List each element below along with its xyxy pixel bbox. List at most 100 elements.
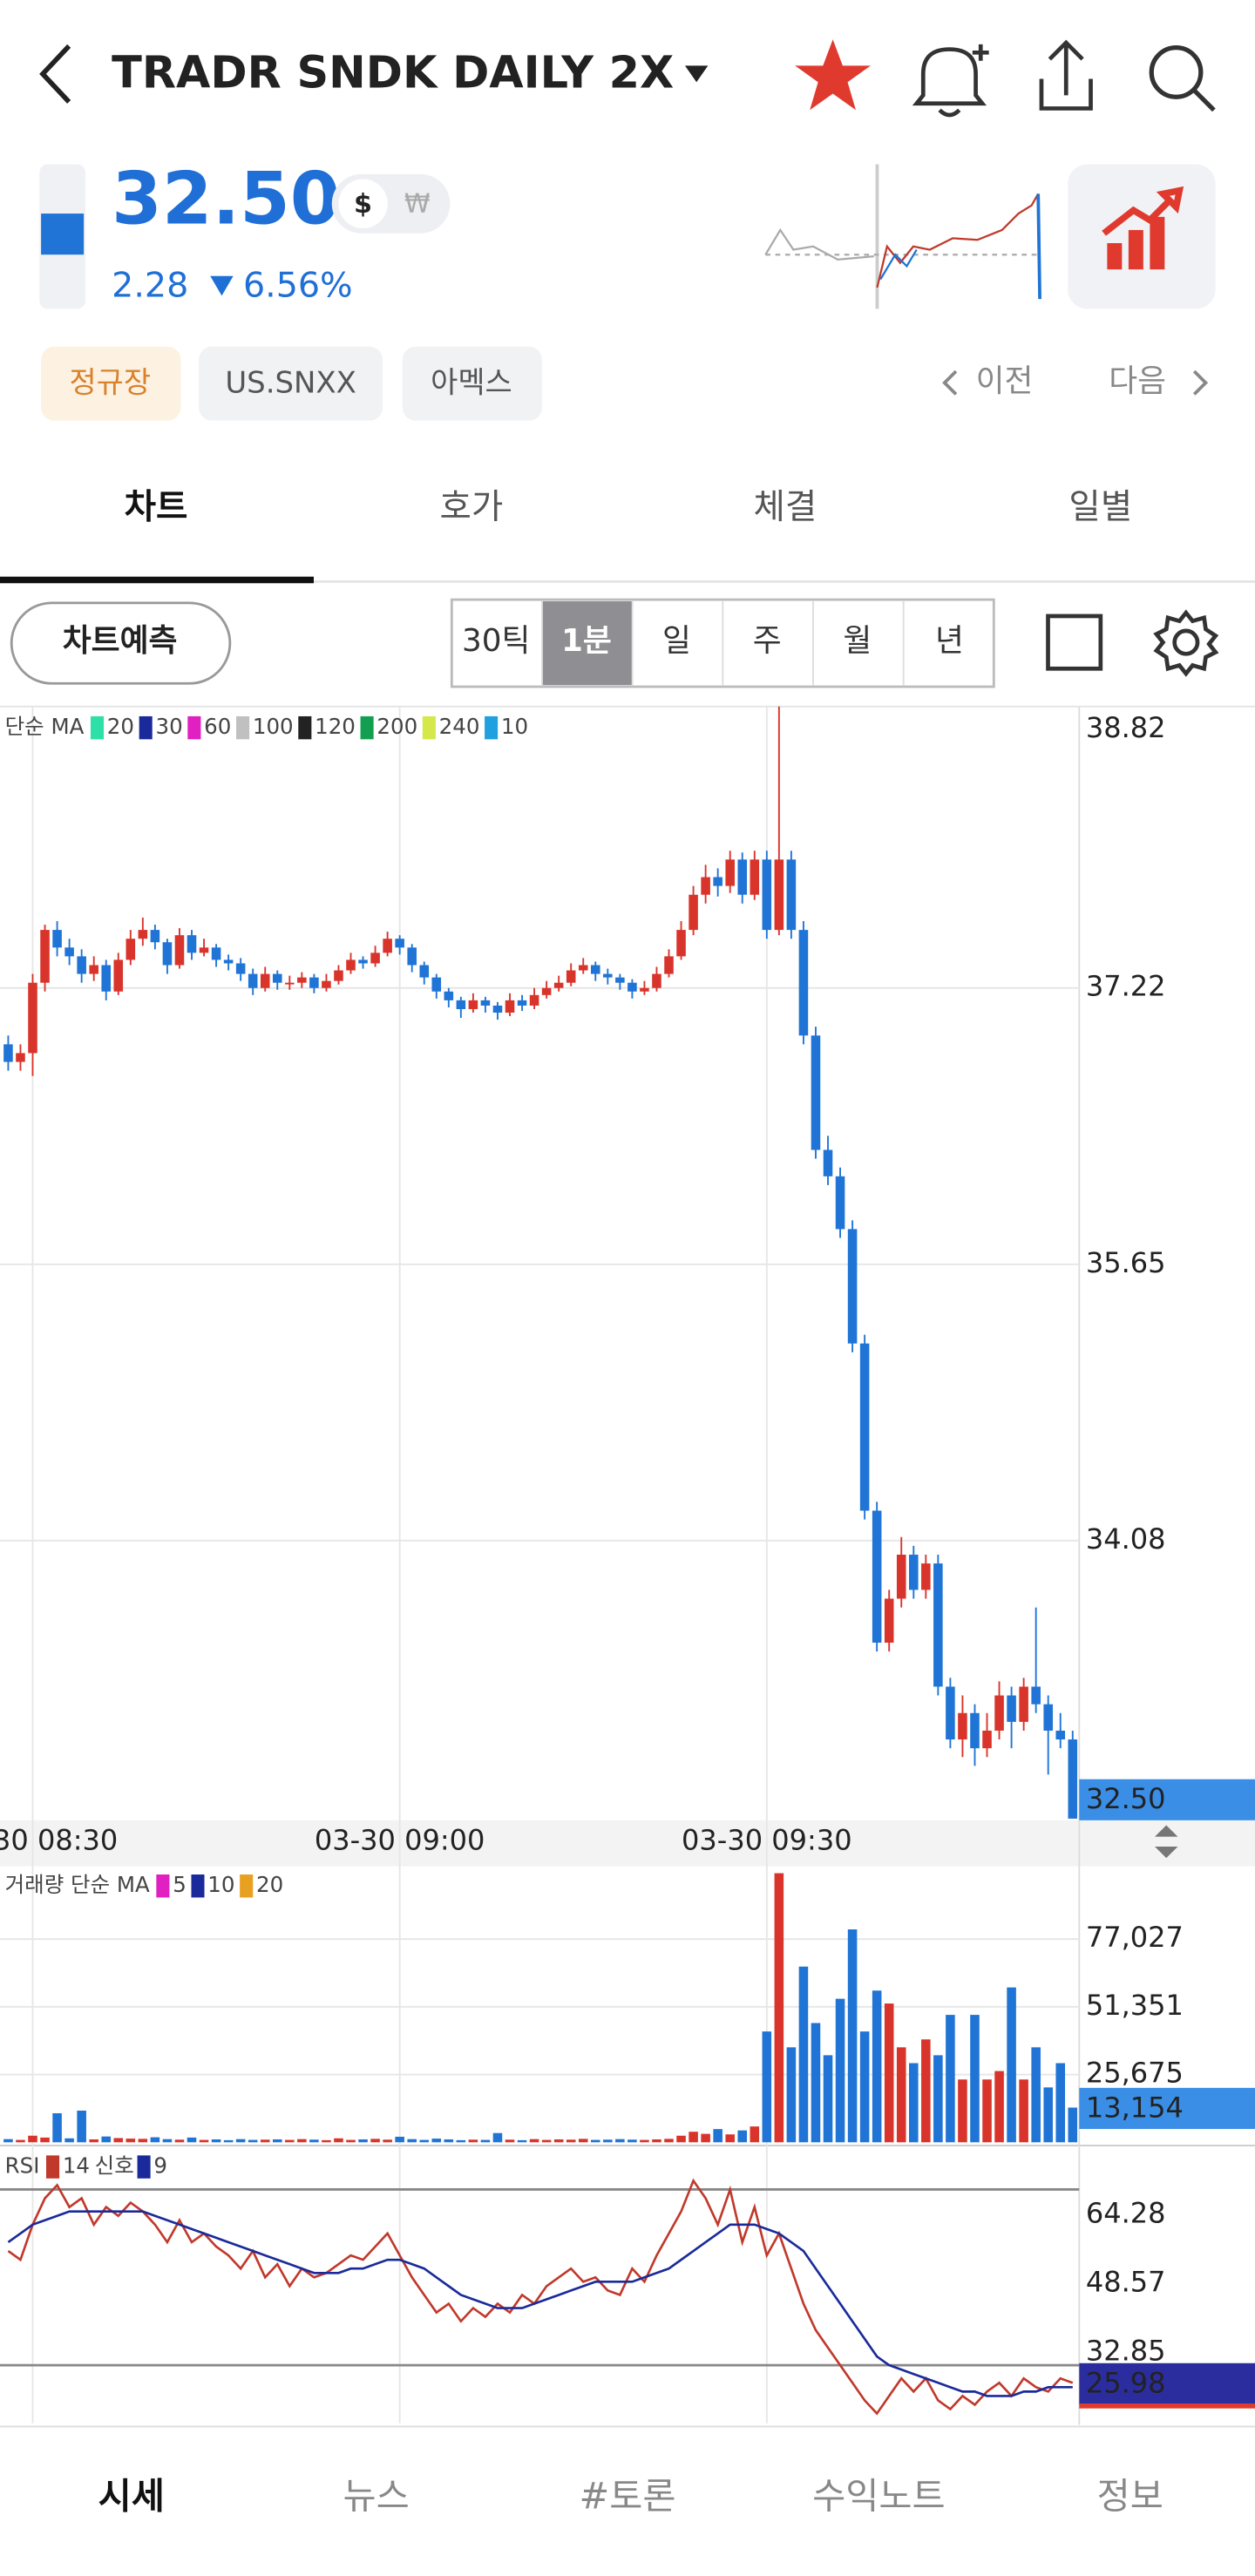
dropdown[interactable]: [684, 65, 709, 83]
volume-bar: [505, 2139, 515, 2143]
candle-body: [370, 952, 380, 964]
candle-body: [628, 982, 637, 992]
currency-usd[interactable]: $: [354, 189, 372, 220]
chip[interactable]: [402, 346, 542, 421]
tab[interactable]: 체결: [754, 487, 817, 527]
candle-body: [909, 1555, 919, 1590]
volume-bar: [676, 2135, 686, 2143]
legend-label: 10: [207, 1872, 234, 1897]
currency-krw[interactable]: ₩: [404, 189, 431, 220]
chip-label[interactable]: 정규장: [69, 367, 151, 401]
legend-swatch: [187, 715, 201, 740]
candle-body: [811, 1035, 821, 1150]
currency-knob: [338, 179, 388, 229]
draw-tool[interactable]: [1046, 613, 1103, 671]
resize-handle[interactable]: [1155, 1825, 1178, 1859]
volume-bar: [847, 1929, 858, 2143]
y-tick-label: 35.65: [1086, 1246, 1166, 1279]
volume-bar: [431, 2139, 442, 2143]
legend-label: 30: [156, 714, 183, 739]
price-change-pct: 6.56%: [243, 265, 353, 305]
volume-bar: [16, 2139, 25, 2143]
candle-body: [982, 1730, 992, 1749]
volume-bar: [260, 2139, 270, 2143]
volume-bar: [859, 2031, 870, 2143]
candle-body: [529, 994, 539, 1006]
volume-bar: [297, 2139, 307, 2143]
volume-bar: [174, 2139, 185, 2143]
candle-body: [322, 980, 331, 988]
period[interactable]: 일: [662, 623, 691, 659]
predict-button[interactable]: [10, 601, 232, 685]
period[interactable]: 1분: [561, 623, 612, 659]
volume-bar: [40, 2137, 50, 2143]
prev-arrow[interactable]: [942, 369, 958, 396]
candle-body: [737, 859, 748, 895]
legend-swatch: [137, 2155, 151, 2179]
volume-bar: [1031, 2047, 1041, 2143]
bottom-nav-item[interactable]: 수익노트: [812, 2475, 946, 2517]
volume-bar: [358, 2139, 368, 2143]
chip[interactable]: [41, 346, 181, 421]
volume-bar: [285, 2139, 295, 2143]
candle-body: [774, 859, 784, 931]
next-button[interactable]: 다음: [1109, 363, 1166, 399]
share-icon[interactable]: [1039, 39, 1093, 111]
candle-body: [1068, 1739, 1078, 1819]
candle-body: [1031, 1686, 1041, 1705]
candle-body: [444, 991, 454, 1000]
period[interactable]: 월: [843, 623, 872, 659]
settings-icon[interactable]: [1153, 609, 1219, 677]
volume-bar: [737, 2130, 748, 2143]
favorite-star[interactable]: [795, 39, 871, 111]
alarm-icon[interactable]: [912, 44, 989, 118]
chip-label[interactable]: 아멕스: [431, 367, 512, 401]
search-icon[interactable]: [1149, 45, 1216, 112]
candle-body: [725, 859, 735, 886]
volume-bar: [370, 2139, 380, 2143]
chip-label[interactable]: US.SNXX: [225, 367, 356, 401]
volume-bar: [823, 2055, 833, 2143]
bottom-nav-item[interactable]: 뉴스: [343, 2475, 409, 2517]
prev-button[interactable]: 이전: [976, 363, 1034, 399]
volume-bar: [456, 2139, 466, 2143]
volume-bar: [541, 2139, 552, 2143]
y-tick-label: 37.22: [1086, 970, 1166, 1003]
candle-body: [946, 1686, 955, 1740]
back-button[interactable]: [39, 44, 71, 104]
plot-area: [0, 706, 1080, 2423]
chip[interactable]: [199, 346, 383, 421]
bottom-nav-item[interactable]: #토론: [579, 2475, 675, 2517]
volume-bar: [628, 2139, 637, 2143]
candle-body: [113, 959, 124, 992]
tab[interactable]: 호가: [440, 487, 504, 527]
candle-body: [150, 930, 160, 943]
mini-chart: [764, 164, 1041, 309]
legend-swatch: [139, 715, 153, 740]
candle-body: [640, 987, 649, 992]
chart-icon: [1102, 186, 1184, 270]
bottom-nav-active[interactable]: 시세: [98, 2475, 165, 2517]
period[interactable]: 년: [935, 623, 964, 659]
candle-body: [970, 1712, 980, 1749]
y-tick-label: 77,027: [1086, 1921, 1184, 1954]
candle-body: [126, 939, 136, 960]
tab[interactable]: 일별: [1068, 487, 1132, 527]
volume-bar: [480, 2139, 491, 2143]
period[interactable]: 주: [753, 623, 782, 659]
volume-bar: [28, 2135, 37, 2143]
tab-active[interactable]: 차트: [125, 487, 188, 527]
legend-label: 10: [501, 714, 528, 739]
bottom-nav-item[interactable]: 정보: [1097, 2475, 1163, 2517]
volume-bar: [958, 2079, 967, 2143]
volume-bar: [199, 2139, 209, 2143]
predict-label[interactable]: 차트예측: [63, 623, 178, 659]
legend-label: 120: [315, 714, 356, 739]
period[interactable]: 30틱: [462, 623, 530, 659]
volume-bar: [970, 2015, 980, 2143]
y-tick-label: 32.85: [1086, 2335, 1166, 2368]
legend-label: 5: [173, 1872, 187, 1897]
next-arrow[interactable]: [1192, 369, 1209, 396]
candle-body: [260, 973, 270, 988]
